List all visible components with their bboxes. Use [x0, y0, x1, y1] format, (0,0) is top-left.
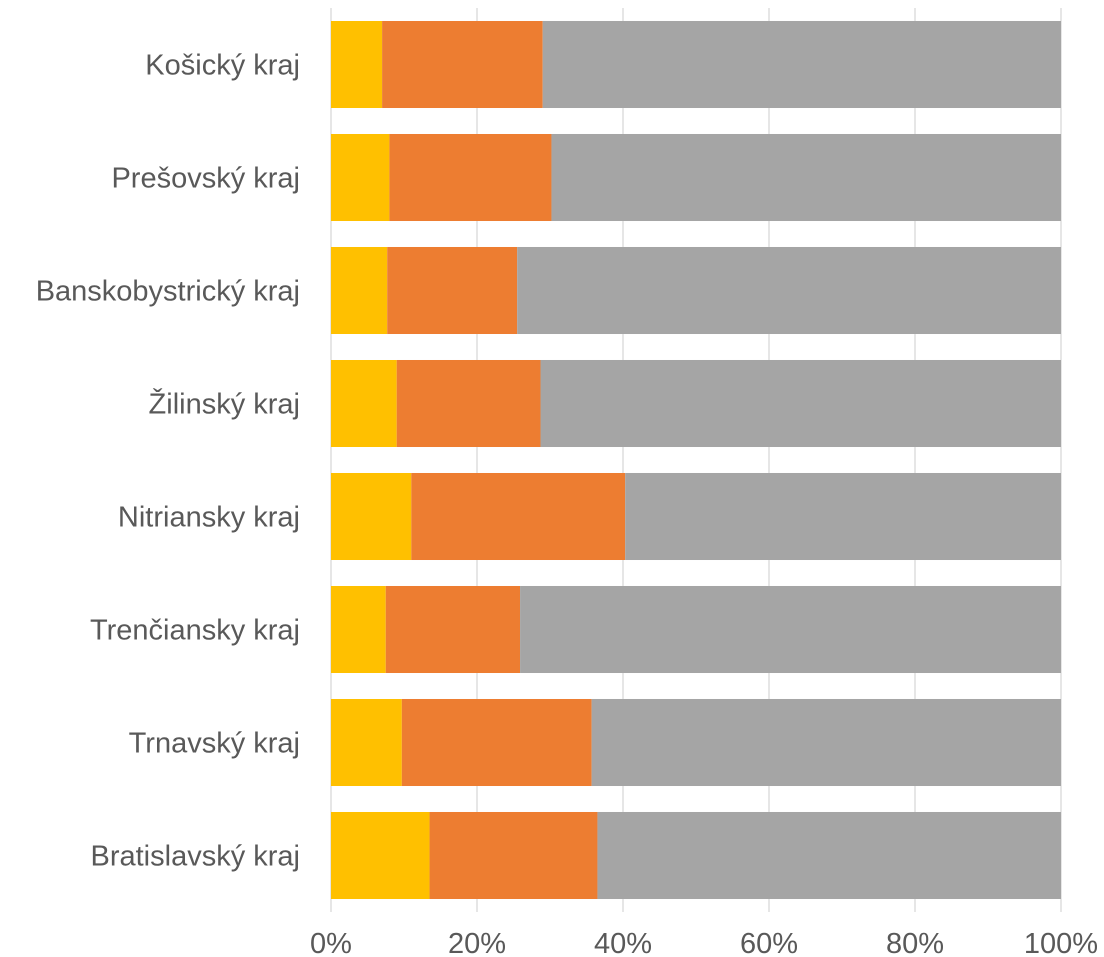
category-label: Prešovský kraj [111, 163, 300, 195]
category-labels: Košický kraj Prešovský kraj Banskobystrick… [36, 50, 300, 873]
bar-segment-3 [542, 20, 1061, 109]
x-tick-labels: 0% 20% 40% 60% 80% 100% [310, 928, 1098, 957]
bar-segment-2 [385, 585, 521, 674]
category-label: Bratislavský kraj [91, 841, 301, 873]
x-tick-label: 60% [740, 928, 798, 957]
bar-segment-1 [331, 585, 386, 674]
bar-segment-2 [387, 246, 518, 335]
bar-segment-3 [551, 133, 1061, 222]
bar-segment-3 [540, 359, 1061, 448]
x-tick-label: 80% [886, 928, 944, 957]
category-label: Žilinský kraj [149, 388, 300, 421]
bar-segment-3 [520, 585, 1061, 674]
bar-segment-1 [331, 698, 402, 787]
x-tick-label: 100% [1024, 928, 1098, 957]
bar-segment-3 [625, 472, 1061, 561]
bar-segment-1 [331, 472, 412, 561]
category-label: Banskobystrický kraj [36, 276, 300, 308]
bar-segment-2 [401, 698, 592, 787]
bar-segment-3 [517, 246, 1061, 335]
bar-segment-2 [396, 359, 541, 448]
category-label: Trnavský kraj [129, 728, 300, 760]
bar-segment-3 [591, 698, 1061, 787]
category-label: Trenčiansky kraj [90, 615, 300, 647]
bars [331, 20, 1061, 900]
bar-segment-3 [597, 811, 1061, 900]
x-tick-label: 0% [310, 928, 352, 957]
category-label: Nitriansky kraj [118, 502, 300, 534]
bar-segment-1 [331, 133, 390, 222]
bar-segment-1 [331, 246, 388, 335]
x-tick-label: 40% [594, 928, 652, 957]
x-tick-label: 20% [448, 928, 506, 957]
bar-segment-1 [331, 359, 397, 448]
bar-segment-1 [331, 20, 383, 109]
bar-segment-2 [382, 20, 543, 109]
bar-segment-2 [411, 472, 626, 561]
bar-segment-2 [429, 811, 598, 900]
bar-segment-1 [331, 811, 430, 900]
category-label: Košický kraj [145, 50, 300, 82]
bar-segment-2 [389, 133, 552, 222]
